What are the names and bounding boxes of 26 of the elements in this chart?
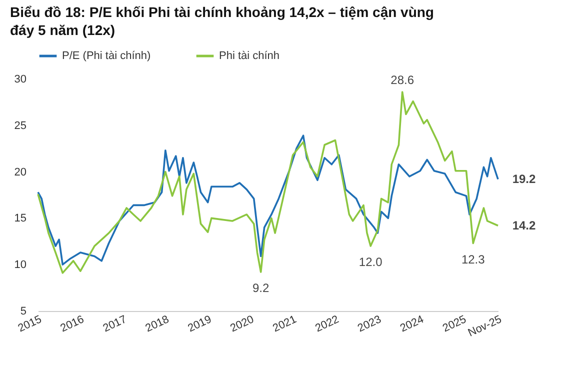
annotation: 12.0 <box>358 255 383 270</box>
x-tick-label: 2023 <box>356 314 384 335</box>
y-tick-label: 15 <box>14 212 26 225</box>
x-tick-label: 2025 <box>440 314 468 335</box>
x-tick-label: 2022 <box>314 314 341 335</box>
legend-label: P/E (Phi tài chính) <box>62 50 151 62</box>
y-tick-label: 10 <box>14 259 26 272</box>
x-tick-label: 2020 <box>228 314 256 335</box>
y-tick-label: 30 <box>14 74 26 86</box>
line-series <box>37 134 499 266</box>
chart-title: Biểu đồ 18: P/E khối Phi tài chính khoảng 14,2x – tiệm cận vùng đáy 5 năm (12x) <box>10 4 434 38</box>
legend-label: Phi tài chính <box>219 50 280 62</box>
x-tick-label: 2021 <box>271 314 298 335</box>
y-tick-label: 25 <box>14 120 26 132</box>
y-tick-label: 20 <box>14 166 26 178</box>
line-series <box>37 91 499 274</box>
x-tick-label: 2019 <box>186 314 214 335</box>
annotation: 14.2 <box>512 218 536 233</box>
annotation: 19.2 <box>512 172 536 186</box>
annotation: 9.2 <box>252 281 270 296</box>
x-tick-label: 2024 <box>398 314 426 335</box>
x-tick-label: 2017 <box>101 314 129 335</box>
x-tick-label: 2018 <box>144 314 171 335</box>
annotation: 28.6 <box>390 72 414 87</box>
x-tick-label: 2016 <box>58 314 86 335</box>
annotation: 12.3 <box>461 252 486 266</box>
